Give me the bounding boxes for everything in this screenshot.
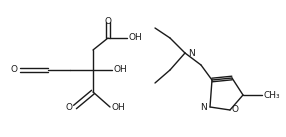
Text: O: O <box>232 105 239 115</box>
Text: O: O <box>104 18 112 26</box>
Text: CH₃: CH₃ <box>264 91 281 99</box>
Text: O: O <box>11 65 18 75</box>
Text: N: N <box>200 102 207 112</box>
Text: OH: OH <box>112 102 126 112</box>
Text: OH: OH <box>129 34 143 42</box>
Text: OH: OH <box>114 65 128 75</box>
Text: N: N <box>188 48 195 58</box>
Text: O: O <box>66 102 73 112</box>
